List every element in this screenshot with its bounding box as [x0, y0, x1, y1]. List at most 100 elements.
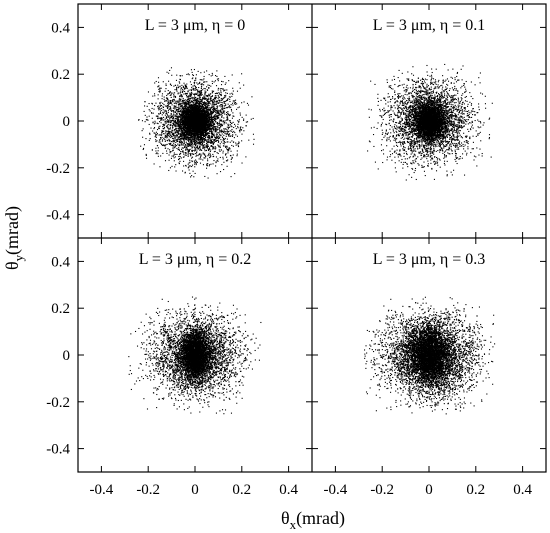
scatter-point — [227, 117, 229, 119]
scatter-point — [179, 107, 181, 109]
scatter-point — [196, 135, 198, 137]
scatter-point — [170, 102, 172, 104]
scatter-point — [220, 111, 222, 114]
scatter-point — [178, 130, 180, 132]
scatter-point — [194, 134, 196, 136]
scatter-point — [158, 127, 160, 130]
scatter-point — [213, 90, 215, 92]
scatter-point — [214, 126, 216, 128]
scatter-point — [193, 176, 195, 178]
scatter-point — [235, 99, 237, 101]
scatter-point — [211, 111, 213, 113]
scatter-point — [208, 102, 211, 104]
scatter-point — [196, 98, 198, 100]
scatter-point — [179, 99, 181, 101]
scatter-point — [199, 105, 201, 107]
scatter-point — [203, 75, 205, 78]
scatter-point — [209, 114, 211, 116]
scatter-point — [207, 155, 209, 157]
scatter-point — [194, 85, 197, 87]
scatter-point — [219, 133, 221, 136]
scatter-point — [194, 107, 196, 109]
scatter-point — [169, 127, 171, 129]
scatter-point — [201, 108, 203, 110]
scatter-point — [203, 78, 205, 80]
scatter-point — [225, 133, 227, 135]
scatter-point — [173, 102, 175, 104]
scatter-point — [209, 137, 211, 140]
scatter-point — [162, 106, 165, 109]
scatter-point — [201, 85, 203, 87]
scatter-point — [178, 163, 180, 165]
scatter-point — [192, 106, 194, 108]
scatter-point — [166, 131, 168, 133]
scatter-point — [183, 119, 185, 121]
scatter-point — [188, 103, 190, 105]
scatter-point — [189, 128, 191, 130]
scatter-point — [238, 120, 240, 123]
scatter-point — [179, 92, 181, 94]
scatter-point — [212, 156, 214, 158]
scatter-point — [191, 143, 193, 145]
scatter-point — [226, 148, 228, 150]
scatter-point — [185, 86, 187, 88]
scatter-point — [163, 119, 165, 121]
scatter-point — [190, 108, 192, 110]
scatter-point — [213, 98, 215, 100]
scatter-point — [166, 125, 168, 127]
scatter-point — [222, 139, 224, 141]
scatter-point — [186, 93, 188, 95]
scatter-point — [193, 108, 196, 110]
scatter-point — [166, 152, 168, 154]
scatter-point — [179, 158, 181, 160]
scatter-point — [219, 134, 221, 136]
scatter-point — [229, 135, 231, 137]
scatter-point — [210, 75, 212, 77]
scatter-point — [191, 138, 194, 140]
scatter-point — [209, 141, 211, 143]
scatter-point — [211, 82, 213, 85]
scatter-point — [209, 129, 211, 131]
scatter-point — [188, 135, 190, 137]
scatter-point — [160, 117, 162, 119]
scatter-point — [188, 127, 190, 129]
scatter-point — [212, 102, 214, 104]
scatter-point — [219, 113, 221, 115]
scatter-point — [234, 132, 236, 134]
scatter-point — [190, 91, 192, 93]
scatter-point — [233, 126, 235, 129]
scatter-point — [177, 118, 179, 120]
scatter-point — [175, 111, 177, 113]
scatter-point — [216, 115, 218, 117]
scatter-point — [165, 122, 167, 124]
scatter-point — [232, 145, 234, 147]
scatter-point — [243, 118, 245, 120]
scatter-point — [189, 112, 191, 114]
scatter-point — [222, 150, 224, 152]
scatter-point — [200, 136, 202, 138]
scatter-point — [196, 138, 198, 140]
scatter-point — [188, 165, 190, 167]
scatter-point — [194, 99, 196, 101]
scatter-point — [176, 125, 178, 127]
scatter-point — [177, 122, 179, 124]
scatter-point — [207, 100, 209, 103]
scatter-point — [210, 140, 213, 142]
scatter-point — [213, 133, 215, 135]
scatter-point — [190, 145, 192, 147]
scatter-point — [217, 105, 219, 107]
scatter-point — [200, 113, 203, 115]
scatter-point — [229, 114, 231, 117]
scatter-point — [198, 110, 200, 112]
scatter-point — [225, 94, 227, 96]
scatter-point — [193, 139, 195, 141]
scatter-point — [173, 139, 175, 142]
scatter-point — [237, 126, 239, 128]
scatter-point — [196, 136, 198, 138]
scatter-point — [179, 106, 181, 108]
scatter-point — [212, 103, 214, 105]
scatter-point — [192, 74, 194, 76]
scatter-point — [188, 140, 190, 142]
scatter-point — [204, 93, 206, 95]
scatter-point — [212, 143, 214, 145]
